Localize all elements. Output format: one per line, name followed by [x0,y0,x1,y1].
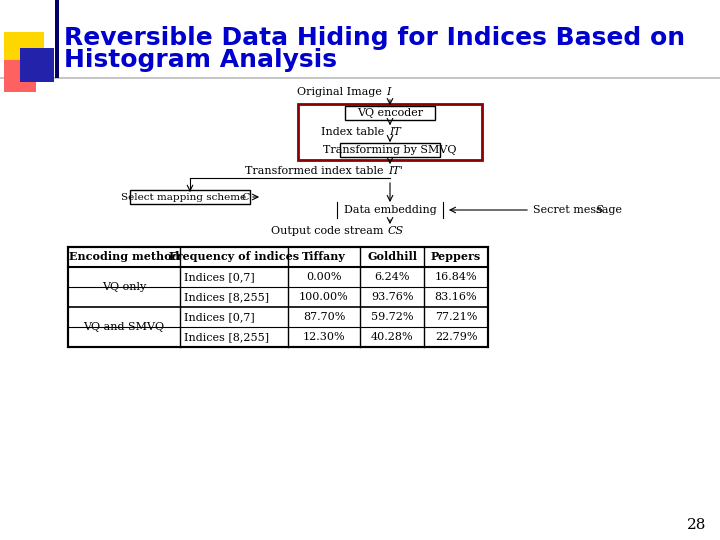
Text: Tiffany: Tiffany [302,252,346,262]
Text: 22.79%: 22.79% [435,332,477,342]
Text: 6.24%: 6.24% [374,272,410,282]
Bar [4,32,44,72]
Text: 28: 28 [687,518,706,532]
Text: I: I [386,87,390,97]
Text: VQ only: VQ only [102,282,146,292]
Text: Goldhill: Goldhill [367,252,417,262]
Text: CS: CS [388,226,404,236]
Bar [340,143,440,157]
Text: Index table: Index table [321,127,388,137]
Bar [20,48,54,82]
Text: VQ encoder: VQ encoder [357,108,423,118]
Text: Data embedding: Data embedding [343,205,436,215]
Bar [345,106,435,120]
Text: C: C [242,192,250,201]
Text: Transformed index table: Transformed index table [245,166,387,176]
Text: Transforming by SMVQ: Transforming by SMVQ [323,145,456,155]
Text: Output code stream: Output code stream [271,226,387,236]
Bar [68,247,488,347]
Bar [130,190,250,204]
Bar [4,60,36,92]
Text: 77.21%: 77.21% [435,312,477,322]
Text: Frequency of indices: Frequency of indices [169,252,299,262]
Bar [298,104,482,160]
Text: 93.76%: 93.76% [371,292,413,302]
Text: Original Image: Original Image [297,87,385,97]
Text: IT': IT' [388,166,402,176]
Text: 87.70%: 87.70% [303,312,345,322]
Text: Reversible Data Hiding for Indices Based on: Reversible Data Hiding for Indices Based… [64,26,685,50]
Text: Indices [0,7]: Indices [0,7] [184,272,255,282]
Text: 100.00%: 100.00% [299,292,349,302]
Text: 59.72%: 59.72% [371,312,413,322]
Text: IT: IT [389,127,401,137]
Text: S: S [596,205,603,215]
Text: 12.30%: 12.30% [302,332,346,342]
Text: 0.00%: 0.00% [306,272,342,282]
Text: Select mapping scheme: Select mapping scheme [121,192,249,201]
Text: VQ and SMVQ: VQ and SMVQ [84,322,165,332]
Text: Encoding method: Encoding method [68,252,179,262]
Text: Indices [0,7]: Indices [0,7] [184,312,255,322]
Text: Indices [8,255]: Indices [8,255] [184,292,269,302]
Text: 16.84%: 16.84% [435,272,477,282]
Text: Secret message: Secret message [533,205,626,215]
Text: Peppers: Peppers [431,252,481,262]
Text: 83.16%: 83.16% [435,292,477,302]
Text: Histogram Analysis: Histogram Analysis [64,48,337,72]
Text: Indices [8,255]: Indices [8,255] [184,332,269,342]
Bar [55,0,59,78]
Text: 40.28%: 40.28% [371,332,413,342]
